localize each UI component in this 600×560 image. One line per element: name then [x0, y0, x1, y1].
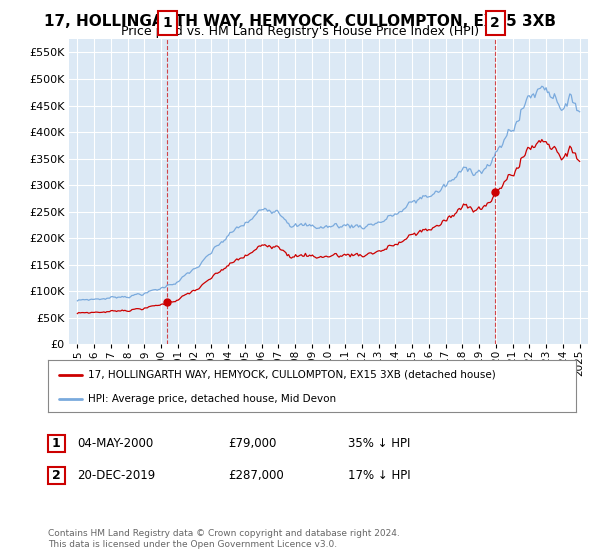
Text: £79,000: £79,000	[228, 437, 277, 450]
Text: 35% ↓ HPI: 35% ↓ HPI	[348, 437, 410, 450]
Text: 1: 1	[52, 437, 61, 450]
Text: 1: 1	[163, 16, 172, 30]
Text: 17, HOLLINGARTH WAY, HEMYOCK, CULLOMPTON, EX15 3XB: 17, HOLLINGARTH WAY, HEMYOCK, CULLOMPTON…	[44, 14, 556, 29]
Text: 20-DEC-2019: 20-DEC-2019	[77, 469, 155, 482]
Text: 17, HOLLINGARTH WAY, HEMYOCK, CULLOMPTON, EX15 3XB (detached house): 17, HOLLINGARTH WAY, HEMYOCK, CULLOMPTON…	[88, 370, 496, 380]
Text: 2: 2	[490, 16, 500, 30]
Text: 17% ↓ HPI: 17% ↓ HPI	[348, 469, 410, 482]
Text: £287,000: £287,000	[228, 469, 284, 482]
Text: HPI: Average price, detached house, Mid Devon: HPI: Average price, detached house, Mid …	[88, 394, 336, 404]
Text: 04-MAY-2000: 04-MAY-2000	[77, 437, 153, 450]
Text: Contains HM Land Registry data © Crown copyright and database right 2024.
This d: Contains HM Land Registry data © Crown c…	[48, 529, 400, 549]
Text: Price paid vs. HM Land Registry's House Price Index (HPI): Price paid vs. HM Land Registry's House …	[121, 25, 479, 38]
Text: 2: 2	[52, 469, 61, 482]
